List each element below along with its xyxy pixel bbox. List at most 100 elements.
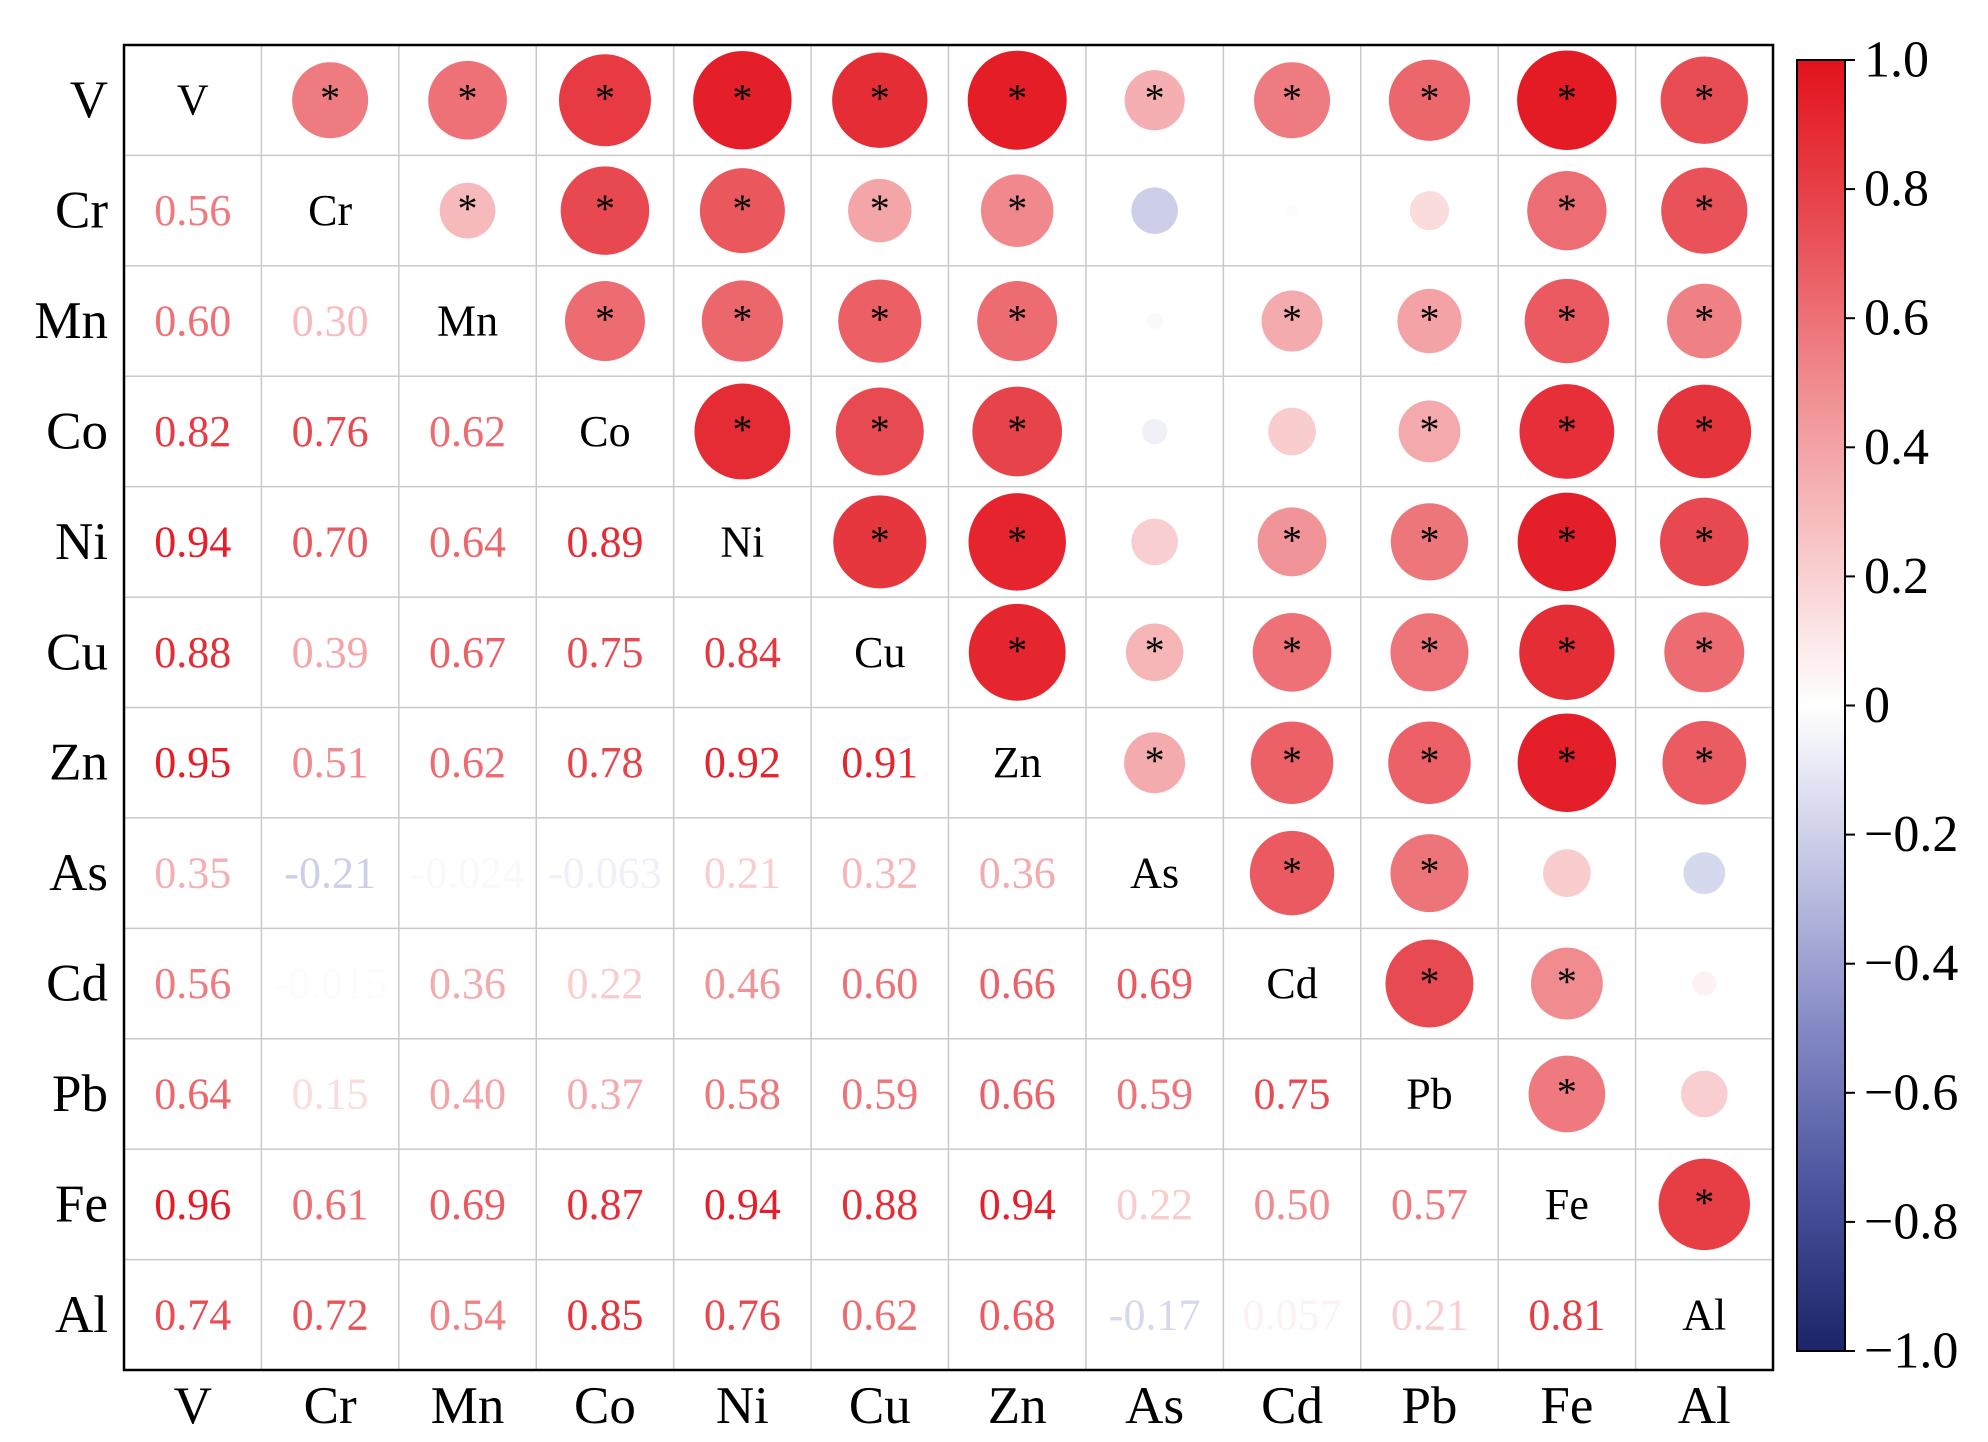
- correlation-value-label: 0.68: [979, 1290, 1056, 1339]
- significance-marker: *: [1694, 738, 1714, 783]
- correlation-circle: [1249, 830, 1335, 916]
- column-label: V: [174, 1377, 212, 1435]
- colorbar-tick-label: 0.8: [1864, 161, 1929, 218]
- correlation-circle: [1268, 407, 1316, 456]
- correlation-value-label: 0.88: [154, 628, 231, 677]
- correlation-circle: [439, 182, 496, 239]
- significance-marker: *: [320, 76, 340, 121]
- matrix-cells: V * * * * * * * * * * * 0.56 Cr * * * * * * * 0.60 0.30 Mn * * * * *…: [154, 50, 1752, 1339]
- correlation-value-label: 0.60: [154, 297, 231, 346]
- correlation-circle: [1124, 732, 1186, 794]
- significance-marker: *: [1694, 297, 1714, 342]
- correlation-value-label: 0.66: [979, 1069, 1056, 1118]
- correlation-circle: [1390, 503, 1469, 581]
- row-label: Ni: [55, 513, 108, 571]
- row-label: As: [49, 844, 108, 902]
- column-label: Mn: [431, 1377, 505, 1435]
- correlation-circle: [1261, 290, 1323, 352]
- correlation-value-label: 0.15: [292, 1069, 369, 1118]
- significance-marker: *: [1694, 76, 1714, 121]
- correlation-circle: [1131, 518, 1178, 566]
- diagonal-label: Cd: [1266, 959, 1317, 1008]
- column-label: Ni: [716, 1377, 769, 1435]
- correlation-value-label: 0.56: [154, 186, 231, 235]
- correlation-circle: [1250, 721, 1334, 804]
- correlation-circle: [1662, 720, 1747, 805]
- correlation-circle: [1517, 50, 1617, 150]
- correlation-circle: [1661, 167, 1748, 254]
- correlation-circle: [701, 280, 784, 362]
- row-label: Al: [55, 1286, 108, 1344]
- correlation-value-label: 0.37: [566, 1069, 643, 1118]
- diagonal-label: As: [1130, 849, 1179, 898]
- significance-marker: *: [1145, 628, 1165, 673]
- colorbar-tick-label: 0.6: [1864, 290, 1929, 347]
- correlation-value-label: 0.89: [566, 517, 643, 566]
- correlation-value-label: 0.75: [1254, 1069, 1331, 1118]
- diagonal-label: Pb: [1406, 1069, 1452, 1118]
- significance-marker: *: [1007, 76, 1027, 121]
- colorbar-tick-label: 0.2: [1864, 548, 1929, 605]
- correlation-value-label: 0.57: [1391, 1180, 1468, 1229]
- correlation-circle: [1517, 492, 1617, 592]
- correlation-circle: [977, 281, 1058, 362]
- correlation-value-label: 0.76: [704, 1290, 781, 1339]
- correlation-circle: [1666, 283, 1742, 359]
- correlation-circle: [1124, 70, 1185, 131]
- row-label: Zn: [49, 734, 108, 792]
- correlation-circle: [558, 54, 651, 147]
- correlation-value-label: 0.94: [704, 1180, 781, 1229]
- correlation-circle: [968, 493, 1066, 591]
- correlation-circle: [972, 386, 1063, 477]
- correlation-circle: [1519, 604, 1615, 700]
- row-label: Cd: [46, 955, 108, 1013]
- significance-marker: *: [1282, 849, 1302, 894]
- correlation-circle: [1517, 713, 1617, 812]
- correlation-circle: [1257, 507, 1327, 577]
- significance-marker: *: [870, 297, 890, 342]
- correlation-circle: [1146, 313, 1163, 329]
- correlation-value-label: 0.54: [429, 1290, 506, 1339]
- correlation-value-label: 0.66: [979, 959, 1056, 1008]
- correlation-value-label: 0.75: [566, 628, 643, 677]
- significance-marker: *: [1557, 517, 1577, 562]
- significance-marker: *: [1007, 517, 1027, 562]
- correlation-value-label: 0.22: [566, 959, 643, 1008]
- diagonal-label: Cu: [854, 628, 905, 677]
- significance-marker: *: [458, 76, 478, 121]
- plot-frame: [122, 43, 1775, 1372]
- correlation-circle: [1660, 56, 1748, 144]
- grid: [124, 45, 1773, 1370]
- correlation-circle: [1519, 384, 1615, 479]
- significance-marker: *: [1419, 738, 1439, 783]
- column-label: Cd: [1261, 1377, 1323, 1435]
- correlation-circle: [1131, 187, 1178, 234]
- significance-marker: *: [1694, 628, 1714, 673]
- diagonal-label: Ni: [720, 517, 764, 566]
- correlation-circle: [833, 495, 927, 589]
- significance-marker: *: [1007, 407, 1027, 452]
- correlation-circle: [1390, 613, 1469, 692]
- row-label: Fe: [55, 1175, 108, 1233]
- correlation-value-label: 0.39: [292, 628, 369, 677]
- column-label: Pb: [1401, 1377, 1457, 1435]
- column-label: Al: [1678, 1377, 1731, 1435]
- correlation-value-label: 0.21: [704, 849, 781, 898]
- correlation-circle: [1252, 612, 1332, 692]
- correlation-value-label: 0.60: [841, 959, 918, 1008]
- significance-marker: *: [1007, 186, 1027, 231]
- correlation-value-label: 0.74: [154, 1290, 231, 1339]
- significance-marker: *: [1557, 76, 1577, 121]
- correlation-value-label: 0.85: [566, 1290, 643, 1339]
- row-label: Mn: [34, 292, 108, 350]
- correlation-circle: [292, 62, 369, 139]
- row-label: Cu: [46, 623, 108, 681]
- correlation-value-label: 0.58: [704, 1069, 781, 1118]
- significance-marker: *: [1007, 628, 1027, 673]
- correlation-circle: [1388, 59, 1471, 141]
- significance-marker: *: [1145, 76, 1165, 121]
- significance-marker: *: [1282, 76, 1302, 121]
- correlation-circle: [428, 60, 507, 140]
- significance-marker: *: [1557, 628, 1577, 673]
- significance-marker: *: [1007, 297, 1027, 342]
